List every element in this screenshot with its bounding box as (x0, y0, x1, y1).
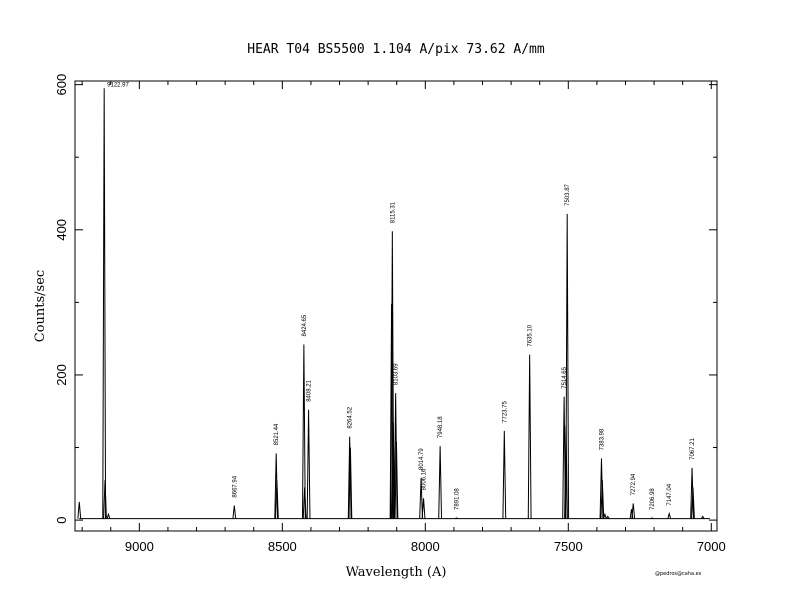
spectral-line (629, 509, 634, 519)
x-axis-label: Wavelength (A) (346, 565, 447, 580)
spectral-line (348, 447, 353, 519)
spectral-line (438, 446, 443, 519)
spectral-line (302, 487, 307, 519)
spectral-line (527, 354, 532, 519)
x-tick-label: 9000 (125, 539, 154, 554)
line-label: 7206.98 (650, 488, 656, 510)
spectral-line (599, 458, 604, 519)
x-tick-label: 7500 (554, 539, 583, 554)
y-tick-label: 0 (54, 516, 69, 523)
line-label: 7272.94 (631, 473, 637, 495)
y-tick-label: 400 (54, 219, 69, 241)
spectrum-trace (77, 88, 710, 520)
x-tick-label: 7000 (697, 539, 726, 554)
line-labels: 9122.97 8667.94 8521.44 8424.65 8408.21 8264.… (107, 82, 696, 510)
line-label: 8667.94 (232, 475, 238, 497)
line-label: 7635.10 (528, 324, 534, 346)
line-label: 8408.21 (307, 379, 313, 401)
spectral-line (600, 480, 605, 519)
spectral-line (691, 487, 695, 519)
credit-text: @pedros@caha.es (655, 571, 702, 577)
line-label: 9122.97 (107, 82, 129, 88)
spectral-line (301, 344, 306, 519)
y-tick-label: 200 (54, 364, 69, 386)
spectral-line (306, 409, 311, 519)
x-tick-labels: 9000 8500 8000 7500 7000 (125, 539, 726, 554)
spectral-line (77, 501, 82, 519)
line-label: 7948.18 (438, 416, 444, 438)
line-label: 7383.98 (599, 428, 605, 450)
plot-frame (74, 80, 718, 532)
spectral-line (232, 505, 237, 519)
spectral-line (103, 480, 107, 519)
line-label: 8115.31 (390, 201, 396, 223)
line-label: 7147.04 (667, 483, 673, 505)
line-label: 8006.16 (422, 468, 428, 490)
y-tick-labels: 0 200 400 600 (54, 74, 69, 524)
spectral-line (274, 480, 279, 519)
spectral-line (667, 511, 672, 519)
line-label: 7503.87 (565, 183, 571, 205)
line-label: 7514.65 (562, 366, 568, 388)
line-label: 8014.79 (419, 448, 425, 470)
chart-title: HEAR T04 BS5500 1.104 A/pix 73.62 A/mm (247, 42, 545, 57)
spectral-line (605, 515, 610, 519)
spectral-line (565, 213, 570, 519)
y-tick-label: 600 (54, 74, 69, 96)
line-label: 8424.65 (302, 314, 308, 336)
spectral-line (650, 517, 654, 520)
line-label: 7723.75 (502, 400, 508, 422)
spectral-line (421, 498, 426, 519)
spectral-line (347, 436, 352, 519)
spectral-line (102, 88, 107, 519)
line-label: 8264.52 (348, 406, 354, 428)
spectral-line (700, 515, 705, 519)
x-tick-label: 8500 (268, 539, 297, 554)
spectral-line (603, 512, 607, 519)
spectral-line (502, 430, 507, 519)
line-label: 7891.08 (454, 488, 460, 510)
x-tick-label: 8000 (411, 539, 440, 554)
spectral-line (690, 467, 694, 519)
spectral-line (419, 477, 423, 519)
line-label: 8103.69 (394, 363, 400, 385)
spectral-line (106, 512, 111, 519)
axis-ticks (75, 81, 717, 531)
spectral-line (394, 441, 399, 519)
spectral-line (454, 517, 459, 520)
line-label: 7067.21 (690, 438, 696, 460)
y-axis-label: Counts/sec (33, 270, 48, 342)
line-label: 8521.44 (274, 423, 280, 445)
